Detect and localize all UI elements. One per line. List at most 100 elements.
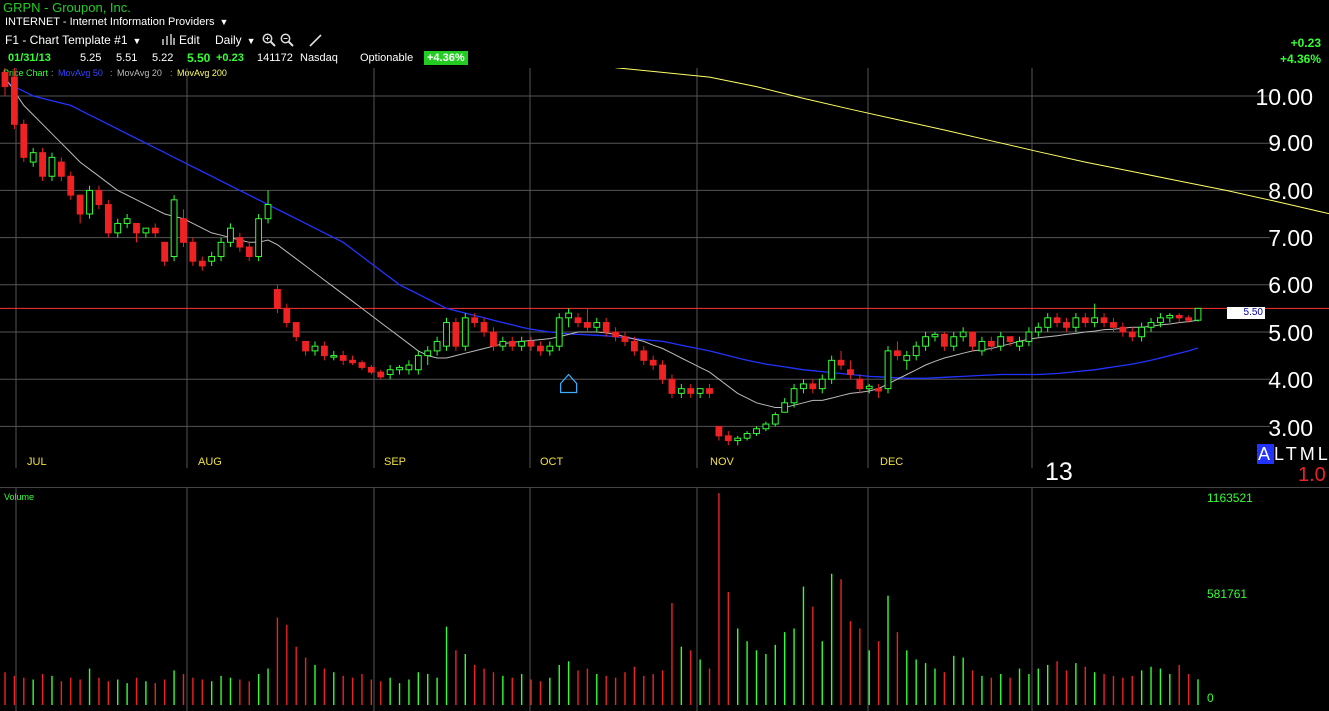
candle-body xyxy=(1110,322,1117,328)
candle-body xyxy=(283,307,291,324)
candle-body xyxy=(1100,317,1108,324)
candle-body xyxy=(10,76,18,125)
candle-body xyxy=(1063,322,1070,328)
candle xyxy=(1157,313,1164,328)
candle xyxy=(443,317,450,351)
legend-price-chart: Price Chart xyxy=(3,68,49,78)
candle-body xyxy=(245,246,253,257)
candle xyxy=(734,435,742,446)
candle-body xyxy=(104,204,112,234)
candle xyxy=(320,341,328,361)
candle-body xyxy=(443,322,450,347)
candle xyxy=(396,365,403,375)
candle-body xyxy=(20,123,28,158)
volume-chart[interactable] xyxy=(0,488,1329,711)
candle-body xyxy=(349,359,356,364)
candle-body xyxy=(1166,314,1174,319)
y-tick-label: 5.00 xyxy=(1268,320,1313,346)
candle xyxy=(1147,317,1155,332)
candle-body xyxy=(1128,331,1136,338)
candle-body xyxy=(1081,317,1089,324)
candle-body xyxy=(696,388,704,394)
candle-body xyxy=(302,340,310,352)
chart-legend: Price Chart : MovAvg 50 : MovAvg 20 : Mo… xyxy=(3,68,227,78)
candle xyxy=(114,218,122,238)
candle xyxy=(809,379,817,394)
candle xyxy=(677,383,685,399)
candle xyxy=(302,340,310,356)
candle xyxy=(1072,313,1080,332)
candle xyxy=(29,147,37,167)
draw-line-icon[interactable] xyxy=(309,33,323,47)
x-tick-label: SEP xyxy=(384,456,407,468)
ma200-line xyxy=(615,68,1329,215)
candle xyxy=(198,256,206,271)
template-dropdown[interactable]: F1 - Chart Template #1 ▼ xyxy=(5,33,141,47)
candle-body xyxy=(546,345,554,352)
candle-body xyxy=(687,388,695,394)
candle-body xyxy=(809,383,817,390)
candle xyxy=(208,251,216,266)
zoom-out-icon[interactable] xyxy=(280,33,294,47)
candle xyxy=(386,365,394,380)
candle-body xyxy=(255,218,263,257)
candle-body xyxy=(837,359,845,366)
candle-body xyxy=(987,340,995,347)
scale-option-m[interactable]: M xyxy=(1299,444,1318,464)
edit-button[interactable]: Edit xyxy=(162,33,200,47)
candle-body xyxy=(1,71,9,88)
candle xyxy=(922,332,929,351)
candle xyxy=(612,327,620,342)
price-chart[interactable] xyxy=(0,68,1329,488)
candle-body xyxy=(555,317,563,347)
symbol-title: GRPN - Groupon, Inc. xyxy=(3,0,131,15)
candle xyxy=(565,308,573,328)
candle-body xyxy=(753,428,760,434)
candle xyxy=(1091,303,1099,328)
candle-body xyxy=(762,423,770,430)
candle-body xyxy=(161,241,169,262)
event-marker-icon xyxy=(560,373,578,394)
candle-body xyxy=(208,255,216,262)
candle xyxy=(1175,313,1183,323)
candle-body xyxy=(1025,331,1033,342)
scale-option-l2[interactable]: L xyxy=(1317,444,1329,464)
industry-dropdown[interactable]: INTERNET - Internet Information Provider… xyxy=(5,16,228,28)
candle xyxy=(48,152,56,181)
candle xyxy=(471,313,479,328)
pane-separator xyxy=(0,487,1329,488)
candle xyxy=(903,350,911,370)
candle-body xyxy=(377,371,385,378)
candle-body xyxy=(677,388,685,394)
candle xyxy=(499,336,507,351)
candle xyxy=(1006,336,1014,347)
candle-body xyxy=(367,366,375,373)
legend-ma50: MovAvg 50 xyxy=(58,68,103,78)
candle-body xyxy=(659,364,666,380)
candle-body xyxy=(931,333,939,338)
zoom-in-icon[interactable] xyxy=(262,33,276,47)
scale-options[interactable]: ALTML xyxy=(1257,444,1329,465)
quote-change: +0.23 xyxy=(216,52,244,64)
candle xyxy=(86,185,93,219)
candle xyxy=(433,336,441,356)
scale-option-t[interactable]: T xyxy=(1285,444,1300,464)
right-change: +0.23 xyxy=(1290,36,1321,50)
candle-body xyxy=(217,241,225,257)
scale-option-a[interactable]: A xyxy=(1257,444,1275,464)
candle-body xyxy=(734,437,742,442)
candle-body xyxy=(480,322,488,333)
volume-grid xyxy=(15,488,1033,711)
candle xyxy=(170,195,178,262)
candle xyxy=(10,68,18,130)
period-dropdown[interactable]: Daily ▼ xyxy=(215,33,256,47)
candle xyxy=(339,350,347,366)
quote-open: 5.25 xyxy=(80,52,102,64)
candle xyxy=(480,317,488,337)
industry-row: INTERNET - Internet Information Provider… xyxy=(0,15,1329,30)
scale-option-l[interactable]: L xyxy=(1274,444,1286,464)
candle xyxy=(640,346,648,366)
candle-body xyxy=(180,218,187,243)
candle-body xyxy=(997,336,1005,347)
candle xyxy=(706,383,713,399)
